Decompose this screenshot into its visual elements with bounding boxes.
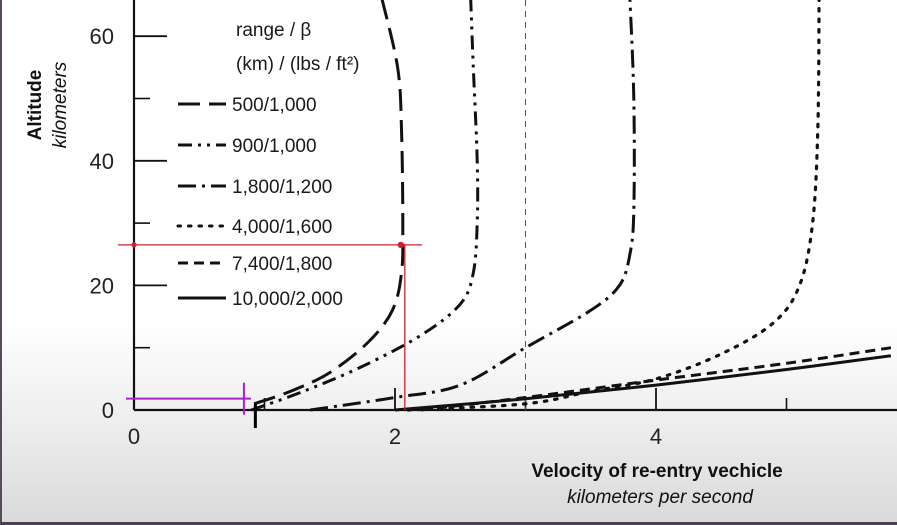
series-line-3 [406,0,821,412]
series-line-0 [253,0,405,406]
series-line-2 [309,0,636,412]
x-tick-label: 0 [128,424,140,449]
x-axis-title: Velocity of re-entry vechicle [531,461,782,482]
annotation-point-0 [397,241,405,249]
chart-annotations [118,241,422,428]
x-tick-label: 4 [650,424,662,449]
window-frame-left [0,0,2,525]
y-tick-label: 20 [90,273,114,298]
x-axis-units: kilometers per second [567,487,754,508]
y-tick-label: 60 [90,24,114,49]
legend-label-4: 7,400/1,800 [232,254,332,275]
legend-label-0: 500/1,000 [232,95,317,116]
window-frame-bottom [0,522,897,525]
y-tick-label: 40 [90,149,114,174]
x-tick-label: 2 [389,424,401,449]
series-line-5 [394,354,892,412]
y-axis-units: kilometers [50,61,71,148]
legend-label-2: 1,800/1,200 [232,177,332,198]
annotation-axis-point-0 [131,242,137,248]
legend-label-5: 10,000/2,000 [232,289,343,310]
y-tick-label: 0 [102,398,114,423]
legend-label-3: 4,000/1,600 [232,217,332,238]
legend-title-line-1: range / β [236,20,311,41]
axis-titles: Velocity of re-entry vechicle kilometers… [25,61,783,508]
chart-axes [132,0,897,412]
chart-series [250,0,892,412]
legend-label-1: 900/1,000 [232,136,317,157]
y-axis-title: Altitude [25,70,46,141]
chart-legend: range / β (km) / (lbs / ft²) 500/1,000 90… [176,20,359,310]
legend-title-line-2: (km) / (lbs / ft²) [236,54,359,75]
chart-ticks: 0 20 40 60 0 2 4 [90,24,788,449]
